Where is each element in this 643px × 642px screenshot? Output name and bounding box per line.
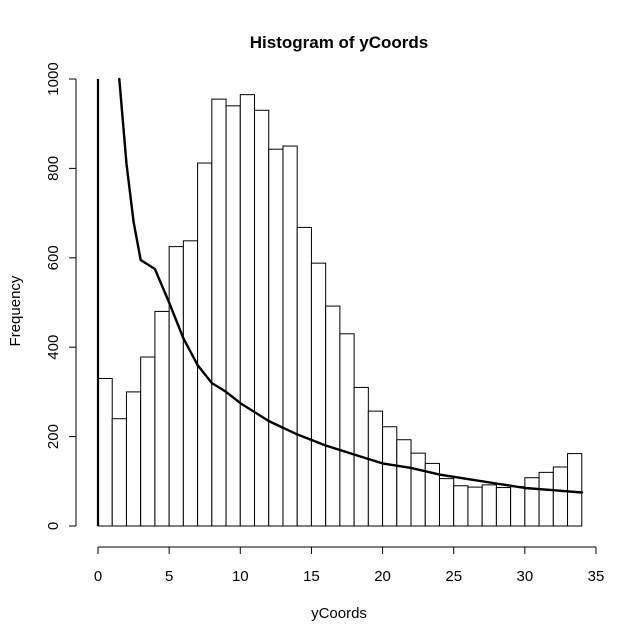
y-tick-label: 1000 bbox=[45, 62, 62, 95]
histogram-bar bbox=[268, 148, 284, 527]
histogram-bar bbox=[453, 485, 469, 527]
histogram-bar bbox=[97, 377, 113, 527]
histogram-bar bbox=[140, 356, 156, 527]
y-axis-label: Frequency bbox=[7, 275, 24, 346]
y-axis: 0 200 400 600 800 1000 bbox=[45, 62, 77, 530]
histogram-bar bbox=[396, 439, 412, 527]
histogram-bar bbox=[182, 240, 199, 527]
x-tick-label: 30 bbox=[517, 568, 534, 585]
x-axis-label: yCoords bbox=[311, 605, 367, 622]
histogram-bar bbox=[225, 105, 241, 527]
x-tick-label: 5 bbox=[165, 568, 173, 585]
histogram-bar bbox=[325, 305, 341, 527]
histogram-bar bbox=[111, 418, 127, 527]
histogram-bar bbox=[296, 226, 312, 527]
histogram-bar bbox=[339, 333, 355, 527]
y-tick-label: 0 bbox=[45, 522, 62, 530]
histogram-bar bbox=[282, 145, 298, 527]
histogram-bar bbox=[211, 98, 227, 527]
histogram-bar bbox=[538, 471, 554, 527]
histogram-bar bbox=[438, 478, 455, 527]
chart-title: Histogram of yCoords bbox=[250, 33, 429, 52]
x-axis: 0 5 10 15 20 25 30 35 bbox=[94, 546, 605, 585]
histogram-bar bbox=[367, 410, 384, 527]
histogram-bar bbox=[239, 94, 256, 527]
x-tick-label: 20 bbox=[374, 568, 391, 585]
y-tick-label: 600 bbox=[45, 245, 62, 270]
fitted-curve-layer bbox=[96, 77, 583, 526]
histogram-bars bbox=[97, 94, 583, 527]
y-tick-label: 800 bbox=[45, 156, 62, 181]
histogram-bar bbox=[510, 486, 526, 527]
histogram-bar bbox=[567, 453, 583, 527]
y-tick-label: 400 bbox=[45, 335, 62, 360]
histogram-bar bbox=[310, 262, 327, 527]
x-tick-label: 15 bbox=[303, 568, 320, 585]
histogram-bar bbox=[410, 452, 426, 527]
histogram-bar bbox=[125, 391, 142, 527]
x-tick-label: 25 bbox=[445, 568, 462, 585]
histogram-bar bbox=[254, 109, 270, 527]
x-tick-label: 0 bbox=[94, 568, 102, 585]
histogram-bar bbox=[168, 246, 184, 527]
histogram-bar bbox=[467, 486, 483, 527]
x-tick-label: 35 bbox=[588, 568, 605, 585]
y-tick-label: 200 bbox=[45, 424, 62, 449]
histogram-bar bbox=[197, 162, 213, 527]
histogram-bar bbox=[495, 487, 512, 527]
x-tick-label: 10 bbox=[232, 568, 249, 585]
histogram-bar bbox=[154, 310, 170, 527]
histogram-bar bbox=[524, 477, 540, 527]
fitted-curve-line bbox=[118, 77, 583, 494]
histogram-bar bbox=[382, 426, 398, 527]
histogram-bar bbox=[481, 484, 497, 527]
histogram-bar bbox=[552, 466, 569, 527]
